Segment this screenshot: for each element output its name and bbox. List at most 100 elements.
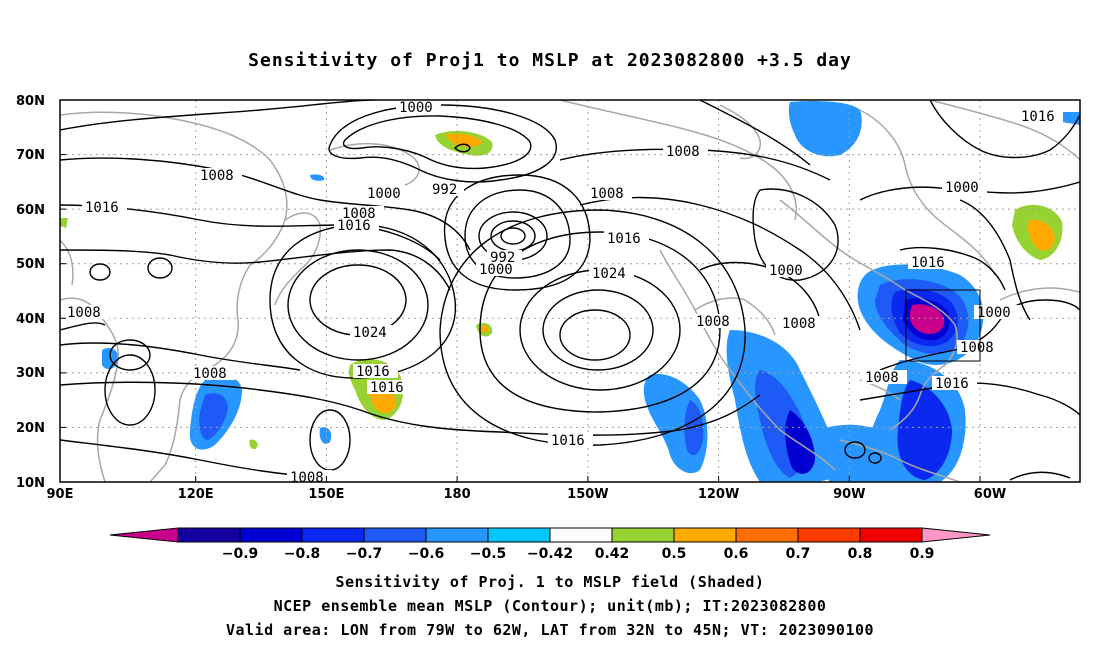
svg-text:1016: 1016 (370, 380, 404, 396)
svg-text:1008: 1008 (782, 316, 816, 332)
contour-label: 1008 (862, 370, 907, 386)
svg-text:1008: 1008 (960, 340, 994, 356)
contour-label: 1008 (693, 314, 738, 330)
longitude-labels: 90E 120E 150E 180 150W 120W 90W 60W (47, 487, 1007, 502)
contour-label: 1008 (587, 186, 632, 202)
contour-label: 1016 (548, 433, 593, 449)
colorbar-tick-label: −0.9 (222, 546, 259, 562)
svg-text:1016: 1016 (1021, 109, 1055, 125)
colorbar-tick-label: 0.9 (910, 546, 935, 562)
lat-label: 40N (16, 312, 45, 327)
colorbar-box (549, 527, 613, 543)
colorbar-tick-label: 0.7 (786, 546, 811, 562)
svg-text:1000: 1000 (977, 305, 1011, 321)
colorbar-tick-label: −0.42 (527, 546, 573, 562)
axis-ticks (60, 99, 981, 483)
svg-text:1016: 1016 (85, 200, 119, 216)
lon-label: 180 (444, 487, 471, 502)
colorbar-right-arrow (921, 527, 991, 543)
contour-labels: 1000 1008 1016 1000 992 1008 1016 992 10… (0, 0, 1063, 486)
contour-label: 1000 (942, 180, 987, 196)
svg-text:1016: 1016 (911, 255, 945, 271)
caption-line-1: Sensitivity of Proj. 1 to MSLP field (Sh… (335, 573, 765, 591)
contour-label: 1024 (589, 266, 634, 282)
colorbar-box (673, 527, 737, 543)
map-title: Sensitivity of Proj1 to MSLP at 20230828… (248, 50, 852, 71)
svg-text:1008: 1008 (290, 470, 324, 486)
svg-text:1008: 1008 (67, 305, 101, 321)
svg-text:1016: 1016 (607, 231, 641, 247)
colorbar-box (239, 527, 303, 543)
colorbar-tick-label: −0.7 (346, 546, 383, 562)
contour-label: 1016 (932, 376, 977, 392)
colorbar-box (425, 527, 489, 543)
contour-label: 1000 (476, 262, 521, 278)
contour-label: 1008 (779, 316, 824, 332)
map-border (59, 99, 1081, 483)
contour-label: 1016 (1018, 109, 1063, 125)
svg-text:1024: 1024 (353, 325, 387, 341)
contour-label: 1008 (190, 366, 235, 382)
svg-text:1016: 1016 (356, 364, 390, 380)
caption-line-3: Valid area: LON from 79W to 62W, LAT fro… (225, 621, 875, 639)
svg-text:1016: 1016 (337, 218, 371, 234)
colorbar-box (177, 527, 241, 543)
colorbar-box (301, 527, 365, 543)
svg-text:1016: 1016 (551, 433, 585, 449)
colorbar-box (611, 527, 675, 543)
lon-label: 150E (308, 487, 344, 502)
svg-text:1000: 1000 (769, 263, 803, 279)
contour-label: 1016 (82, 200, 127, 216)
lat-label: 20N (16, 421, 45, 436)
svg-text:1008: 1008 (193, 366, 227, 382)
caption-line-2: NCEP ensemble mean MSLP (Contour); unit(… (273, 597, 827, 615)
svg-text:1016: 1016 (935, 376, 969, 392)
contour-label: 1000 (766, 263, 811, 279)
lat-label: 60N (16, 203, 45, 218)
colorbar-tick-label: −0.6 (408, 546, 445, 562)
svg-text:992: 992 (432, 182, 457, 198)
lon-label: 60W (974, 487, 1006, 502)
lat-label: 50N (16, 257, 45, 272)
colorbar-tick-label: 0.42 (595, 546, 630, 562)
lat-label: 30N (16, 366, 45, 381)
colorbar: −0.9 −0.8 −0.7 −0.6 −0.5 −0.42 0.42 0.5 0.6 0.7 0.… (109, 527, 991, 562)
contour-label: 1008 (197, 168, 242, 184)
svg-text:1008: 1008 (696, 314, 730, 330)
contour-label: 992 (429, 182, 464, 198)
svg-text:1000: 1000 (399, 100, 433, 116)
lon-label: 90W (833, 487, 865, 502)
colorbar-tick-label: −0.5 (470, 546, 507, 562)
contour-label: 1000 (0, 0, 34, 4)
contour-label: 1016 (334, 218, 379, 234)
colorbar-box (487, 527, 551, 543)
svg-text:1024: 1024 (592, 266, 626, 282)
contour-label: 1016 (353, 364, 398, 380)
colorbar-tick-label: 0.5 (662, 546, 687, 562)
contour-label: 1008 (64, 305, 109, 321)
lon-label: 90E (47, 487, 74, 502)
lat-label: 10N (16, 476, 45, 491)
contour-label: 1016 (367, 380, 412, 396)
colorbar-tick-label: 0.6 (724, 546, 749, 562)
colorbar-left-arrow (109, 527, 179, 543)
colorbar-box (363, 527, 427, 543)
svg-text:1008: 1008 (666, 144, 700, 160)
lon-label: 120W (698, 487, 739, 502)
contour-label: 1000 (974, 305, 1019, 321)
colorbar-tick-label: −0.8 (284, 546, 321, 562)
svg-text:1000: 1000 (367, 186, 401, 202)
contour-label: 1000 (364, 186, 409, 202)
valid-area-box (905, 289, 981, 362)
coastlines (60, 100, 1080, 482)
contour-label: 1016 (604, 231, 649, 247)
contour-label: 1008 (287, 470, 332, 486)
lat-label: 80N (16, 94, 45, 109)
contour-label: 1016 (908, 255, 953, 271)
colorbar-box (735, 527, 799, 543)
lon-label: 150W (567, 487, 608, 502)
svg-text:1008: 1008 (200, 168, 234, 184)
colorbar-tick-label: 0.8 (848, 546, 873, 562)
mslp-contours (60, 100, 1080, 481)
